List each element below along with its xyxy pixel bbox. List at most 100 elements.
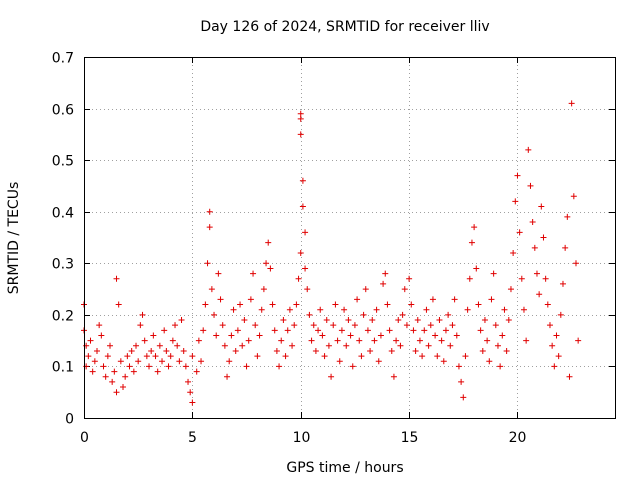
data-point [479, 347, 486, 354]
data-point [278, 337, 285, 344]
data-point [291, 322, 298, 329]
data-point [154, 368, 161, 375]
data-point [323, 317, 330, 324]
data-point [568, 100, 575, 107]
data-point [146, 363, 153, 370]
data-point [113, 275, 120, 282]
data-point [523, 337, 530, 344]
data-point [440, 358, 447, 365]
data-point [377, 332, 384, 339]
data-point [139, 311, 146, 318]
data-point [297, 131, 304, 138]
data-point [484, 337, 491, 344]
data-point [91, 358, 98, 365]
data-point [390, 373, 397, 380]
data-point [360, 311, 367, 318]
data-point [135, 358, 142, 365]
data-point [499, 332, 506, 339]
data-point [182, 363, 189, 370]
data-point [477, 327, 484, 334]
data-point [159, 358, 166, 365]
data-point [570, 193, 577, 200]
x-tick-label: 10 [293, 430, 311, 446]
data-point [544, 301, 551, 308]
data-point [85, 353, 92, 360]
data-point [289, 342, 296, 349]
data-point [217, 296, 224, 303]
data-point [399, 311, 406, 318]
data-point [100, 363, 107, 370]
data-point [111, 368, 118, 375]
data-point [254, 353, 261, 360]
data-point [490, 270, 497, 277]
data-point [107, 342, 114, 349]
data-point [471, 224, 478, 231]
data-point [462, 353, 469, 360]
data-point [193, 368, 200, 375]
data-point [252, 322, 259, 329]
data-point [286, 306, 293, 313]
chart-title: Day 126 of 2024, SRMTID for receiver lli… [200, 19, 489, 35]
data-point [488, 296, 495, 303]
data-point [312, 347, 319, 354]
y-tick-label: 0.2 [52, 309, 74, 325]
data-point [239, 342, 246, 349]
data-point [172, 322, 179, 329]
data-point [527, 182, 534, 189]
data-point [128, 347, 135, 354]
data-point [98, 332, 105, 339]
data-point [538, 203, 545, 210]
data-point [520, 306, 527, 313]
data-point [562, 244, 569, 251]
data-point [321, 353, 328, 360]
data-point [388, 347, 395, 354]
data-point [219, 322, 226, 329]
data-point [382, 270, 389, 277]
data-point [273, 347, 280, 354]
data-point [419, 353, 426, 360]
data-point [109, 378, 116, 385]
data-point [473, 265, 480, 272]
axis-ticks: 0 0.1 0.2 0.3 0.4 0.5 0.6 0.7 0 5 10 15 20 [52, 51, 615, 446]
data-point [256, 332, 263, 339]
data-point [215, 270, 222, 277]
data-point [96, 322, 103, 329]
data-point [94, 347, 101, 354]
x-tick-label: 15 [401, 430, 419, 446]
data-point [492, 322, 499, 329]
data-point [341, 306, 348, 313]
data-point [332, 301, 339, 308]
data-points [81, 100, 582, 406]
data-point [475, 301, 482, 308]
data-point [180, 347, 187, 354]
data-point [133, 342, 140, 349]
data-point [533, 270, 540, 277]
data-point [178, 317, 185, 324]
data-point [260, 286, 267, 293]
y-tick-label: 0.3 [52, 257, 74, 273]
data-point [349, 363, 356, 370]
data-point [113, 389, 120, 396]
data-point [397, 342, 404, 349]
data-point [258, 306, 265, 313]
data-point [559, 280, 566, 287]
data-point [336, 358, 343, 365]
data-point [315, 327, 322, 334]
data-point [250, 270, 257, 277]
data-point [438, 337, 445, 344]
data-point [87, 337, 94, 344]
data-point [137, 322, 144, 329]
data-point [226, 358, 233, 365]
grid-lines [84, 57, 615, 418]
data-point [369, 317, 376, 324]
data-point [130, 368, 137, 375]
data-point [269, 301, 276, 308]
data-point [557, 311, 564, 318]
data-point [536, 291, 543, 298]
data-point [468, 239, 475, 246]
data-point [310, 322, 317, 329]
data-point [347, 332, 354, 339]
data-point [206, 224, 213, 231]
y-tick-label: 0.5 [52, 154, 74, 170]
data-point [393, 337, 400, 344]
